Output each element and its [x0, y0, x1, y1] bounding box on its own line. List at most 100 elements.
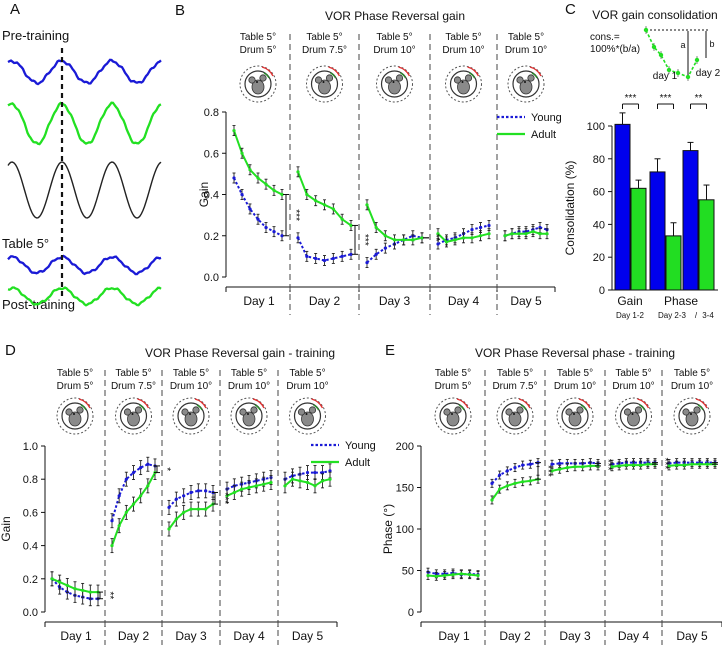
condition-table-label: Table 5°: [497, 368, 533, 379]
y-axis-label: Phase (°): [381, 504, 395, 554]
significance-label: ***: [660, 93, 672, 104]
panel-letter-d: D: [5, 342, 16, 359]
inset-label-day1: day 1: [653, 71, 678, 82]
y-tick-label: 0.8: [204, 107, 219, 119]
data-point-adult: [314, 199, 318, 203]
data-point-young: [204, 489, 208, 493]
x-tick-label-day-1: Day 1: [438, 629, 470, 643]
condition-drum-label: Drum 10°: [442, 45, 484, 56]
series-line-young: [233, 177, 283, 237]
data-point-adult: [256, 176, 260, 180]
data-point-adult: [426, 573, 430, 578]
condition-table-label: Table 5°: [306, 32, 342, 43]
data-point-adult: [436, 232, 440, 236]
condition-table-label: Table 5°: [173, 368, 209, 379]
series-line-adult: [297, 171, 352, 227]
chart-title: VOR Phase Reversal gain: [325, 9, 465, 23]
data-point-adult: [521, 480, 525, 484]
x-sublabel-slash: /: [695, 311, 698, 320]
data-point-young: [146, 462, 150, 466]
data-point-adult: [124, 510, 128, 514]
panel-a-trace-adult: [7, 101, 162, 146]
data-point-young: [313, 470, 317, 475]
data-point-adult: [617, 464, 621, 468]
significance-label: **: [695, 93, 703, 104]
inset-curve: [645, 29, 698, 79]
condition-drum-label: Drum 5°: [435, 381, 472, 392]
data-point-adult: [196, 507, 200, 511]
panel-a-trace-stimulus: [7, 161, 162, 219]
data-point-young: [314, 256, 318, 261]
y-tick-label: 0.8: [23, 474, 38, 486]
data-point-young: [167, 505, 171, 510]
x-tick-label-day-3: Day 3: [559, 629, 591, 643]
condition-drum-label: Drum 10°: [286, 381, 328, 392]
data-point-young: [331, 256, 335, 261]
data-point-adult: [313, 484, 317, 488]
data-point-young: [487, 223, 491, 228]
data-point-young: [272, 230, 276, 234]
legend-label-adult: Adult: [531, 129, 556, 141]
data-point-young: [124, 477, 128, 481]
data-point-young: [349, 252, 353, 256]
data-point-adult: [269, 480, 273, 485]
data-point-adult: [588, 464, 592, 468]
data-point-adult: [383, 234, 387, 238]
data-point-adult: [682, 463, 686, 467]
data-point-adult: [490, 498, 494, 502]
bar-young: [649, 171, 666, 291]
y-tick-label: 0.6: [23, 507, 38, 519]
y-tick-label: 40: [593, 219, 605, 231]
y-tick-label: 0: [599, 285, 605, 297]
data-point-adult: [675, 463, 679, 467]
y-tick-label: 50: [402, 566, 414, 578]
y-tick-label: 80: [593, 154, 605, 166]
x-category-label-gain: Gain: [617, 294, 642, 308]
data-point-adult: [402, 238, 406, 242]
chart-C: C VOR gain consolidation cons.=100%*(b/a) a…: [563, 1, 721, 320]
data-point-young: [189, 490, 193, 495]
data-point-young: [490, 481, 494, 485]
data-point-adult: [296, 170, 300, 174]
inset-point: [666, 67, 672, 73]
data-point-young: [374, 252, 378, 256]
x-category-label-phase: Phase: [664, 294, 698, 308]
y-axis-label: Gain: [197, 182, 211, 207]
inset-point: [685, 74, 691, 80]
chart-title: VOR Phase Reversal gain - training: [145, 346, 335, 360]
data-point-adult: [510, 232, 514, 236]
data-point-adult: [667, 464, 671, 468]
y-tick-label: 0.4: [23, 541, 38, 553]
y-tick-label: 0.0: [204, 272, 219, 284]
x-tick-label-day-4: Day 4: [233, 629, 265, 643]
y-tick-label: 20: [593, 252, 605, 264]
data-point-young: [174, 497, 178, 501]
data-point-young: [498, 473, 502, 477]
y-tick-label: 100: [396, 524, 414, 536]
data-point-young: [131, 470, 136, 475]
condition-table-label: Table 5°: [615, 368, 651, 379]
inset-point: [694, 57, 700, 63]
data-point-adult: [272, 188, 276, 192]
data-point-adult: [573, 465, 577, 469]
data-point-adult: [453, 238, 457, 242]
condition-drum-label: Drum 10°: [228, 381, 270, 392]
data-point-adult: [624, 463, 628, 467]
significance-label: ***: [290, 209, 301, 221]
data-point-adult: [434, 574, 438, 578]
condition-table-label: Table 5°: [376, 32, 412, 43]
inset-point: [643, 27, 649, 33]
condition-drum-label: Drum 7.5°: [302, 45, 347, 56]
data-point-adult: [444, 240, 449, 244]
significance-label: ***: [659, 458, 670, 470]
data-point-adult: [298, 479, 302, 483]
data-point-adult: [365, 203, 369, 207]
data-point-adult: [698, 462, 702, 466]
significance-label: ***: [625, 93, 637, 104]
data-point-young: [232, 176, 236, 180]
condition-table-label: Table 5°: [115, 368, 151, 379]
data-point-adult: [545, 232, 549, 236]
significance-label: ***: [542, 465, 553, 477]
data-point-young: [478, 225, 483, 230]
